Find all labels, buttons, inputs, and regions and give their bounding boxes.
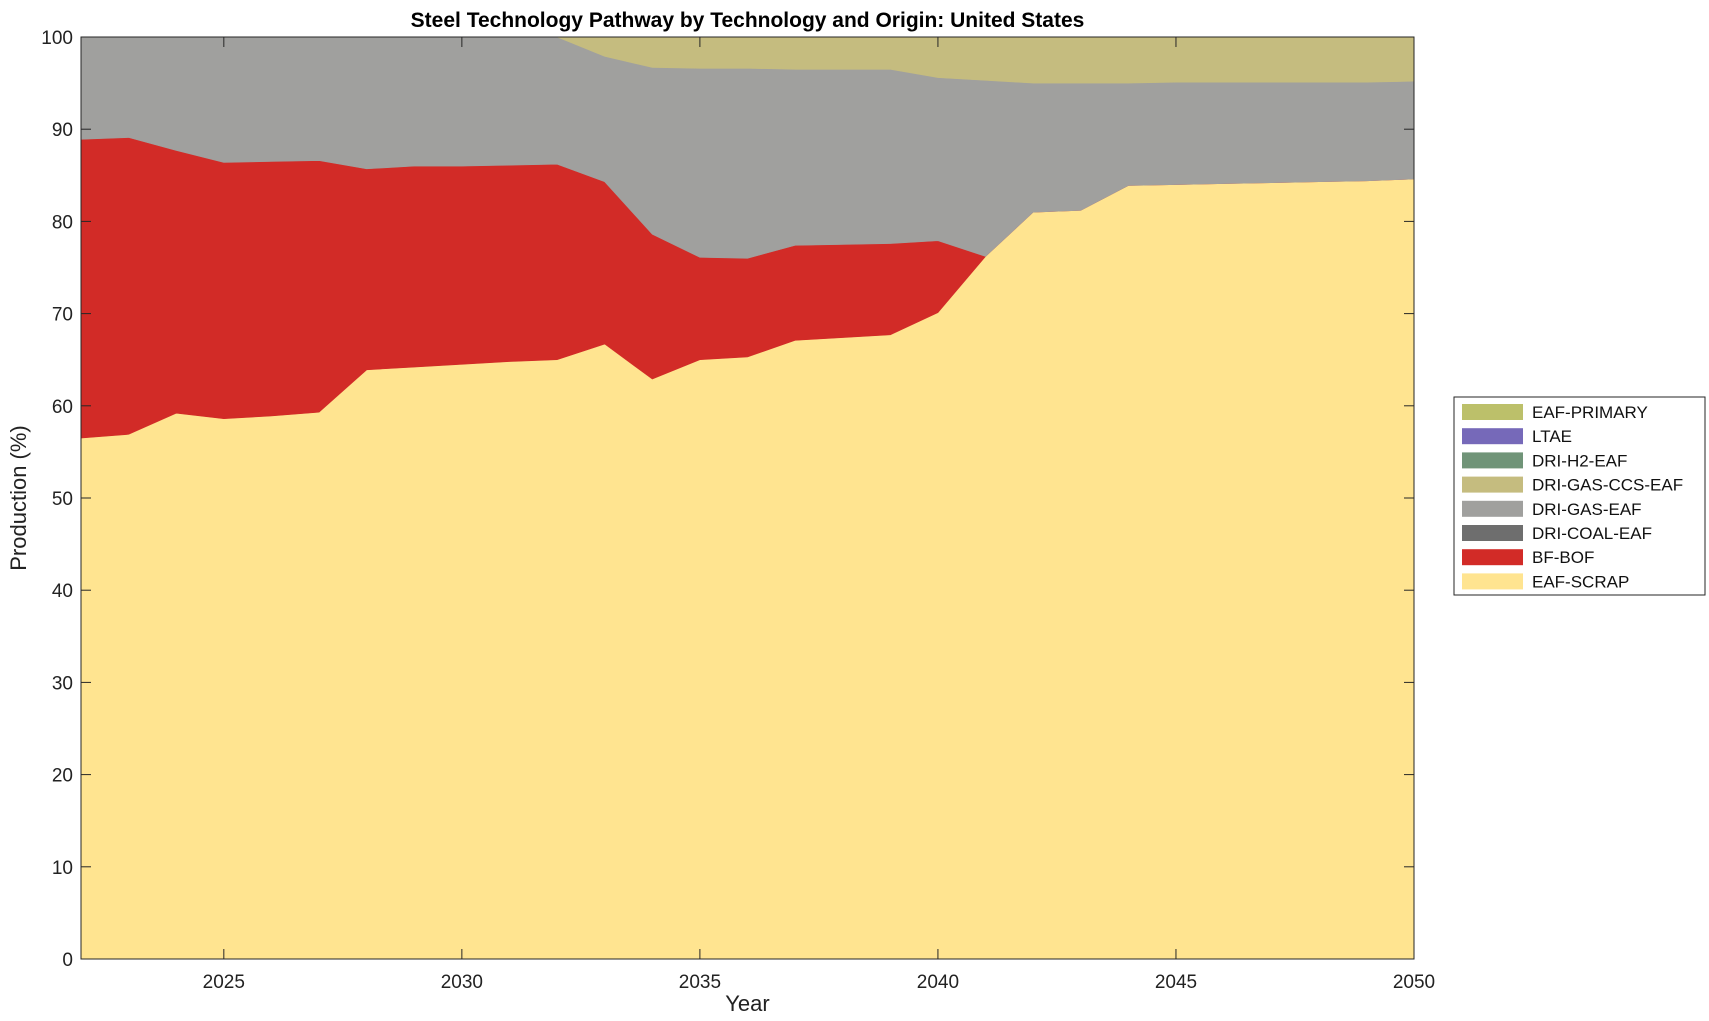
legend-label-eaf-primary: EAF-PRIMARY <box>1532 403 1648 422</box>
legend-swatch-bf-bof <box>1462 549 1523 566</box>
legend-label-eaf-scrap: EAF-SCRAP <box>1532 572 1629 591</box>
legend-label-dri-gas-eaf: DRI-GAS-EAF <box>1532 500 1642 519</box>
x-tick-label: 2035 <box>679 972 721 993</box>
x-tick-label: 2045 <box>1155 972 1197 993</box>
y-tick-label: 20 <box>52 766 73 787</box>
legend-swatch-dri-gas-eaf <box>1462 500 1523 517</box>
x-tick-label: 2040 <box>917 972 959 993</box>
y-tick-label: 10 <box>52 858 73 879</box>
axis-tick-labels: 2025 2030 2035 2040 2045 20500102030405060708… <box>41 28 1435 993</box>
x-tick-label: 2030 <box>441 972 483 993</box>
x-tick-label: 2050 <box>1393 972 1435 993</box>
legend-swatch-dri-gas-ccs-eaf <box>1462 476 1523 493</box>
legend-label-dri-coal-eaf: DRI-COAL-EAF <box>1532 524 1652 543</box>
y-tick-label: 80 <box>52 212 73 233</box>
x-tick-label: 2025 <box>203 972 245 993</box>
y-tick-label: 50 <box>52 489 73 510</box>
legend-swatch-eaf-scrap <box>1462 573 1523 590</box>
legend-label-bf-bof: BF-BOF <box>1532 548 1594 567</box>
y-tick-label: 40 <box>52 581 73 602</box>
legend-swatch-eaf-primary <box>1462 404 1523 420</box>
y-axis-label: Production (%) <box>6 425 31 571</box>
y-tick-label: 30 <box>52 673 73 694</box>
series-areas <box>80 36 1415 960</box>
y-tick-label: 60 <box>52 397 73 418</box>
chart-title: Steel Technology Pathway by Technology a… <box>411 9 1085 32</box>
legend-label-dri-gas-ccs-eaf: DRI-GAS-CCS-EAF <box>1532 476 1683 495</box>
plot-area <box>80 36 1415 960</box>
legend-swatch-ltae <box>1462 428 1523 445</box>
legend-label-dri-h2-eaf: DRI-H2-EAF <box>1532 451 1627 470</box>
legend: EAF-PRIMARY LTAE DRI-H2-EAF DRI-GAS-CCS-EAF… <box>1453 396 1706 596</box>
axis-ticks <box>81 36 1415 960</box>
x-axis-label: Year <box>725 991 769 1016</box>
legend-swatch-dri-coal-eaf <box>1462 525 1523 541</box>
legend-swatch-dri-h2-eaf <box>1462 452 1523 469</box>
y-tick-label: 100 <box>41 28 73 49</box>
legend-label-ltae: LTAE <box>1532 427 1572 446</box>
y-tick-label: 90 <box>52 120 73 141</box>
legend-items: EAF-PRIMARY LTAE DRI-H2-EAF DRI-GAS-CCS-EAF… <box>1462 403 1683 591</box>
y-tick-label: 70 <box>52 305 73 326</box>
y-tick-label: 0 <box>62 950 73 971</box>
